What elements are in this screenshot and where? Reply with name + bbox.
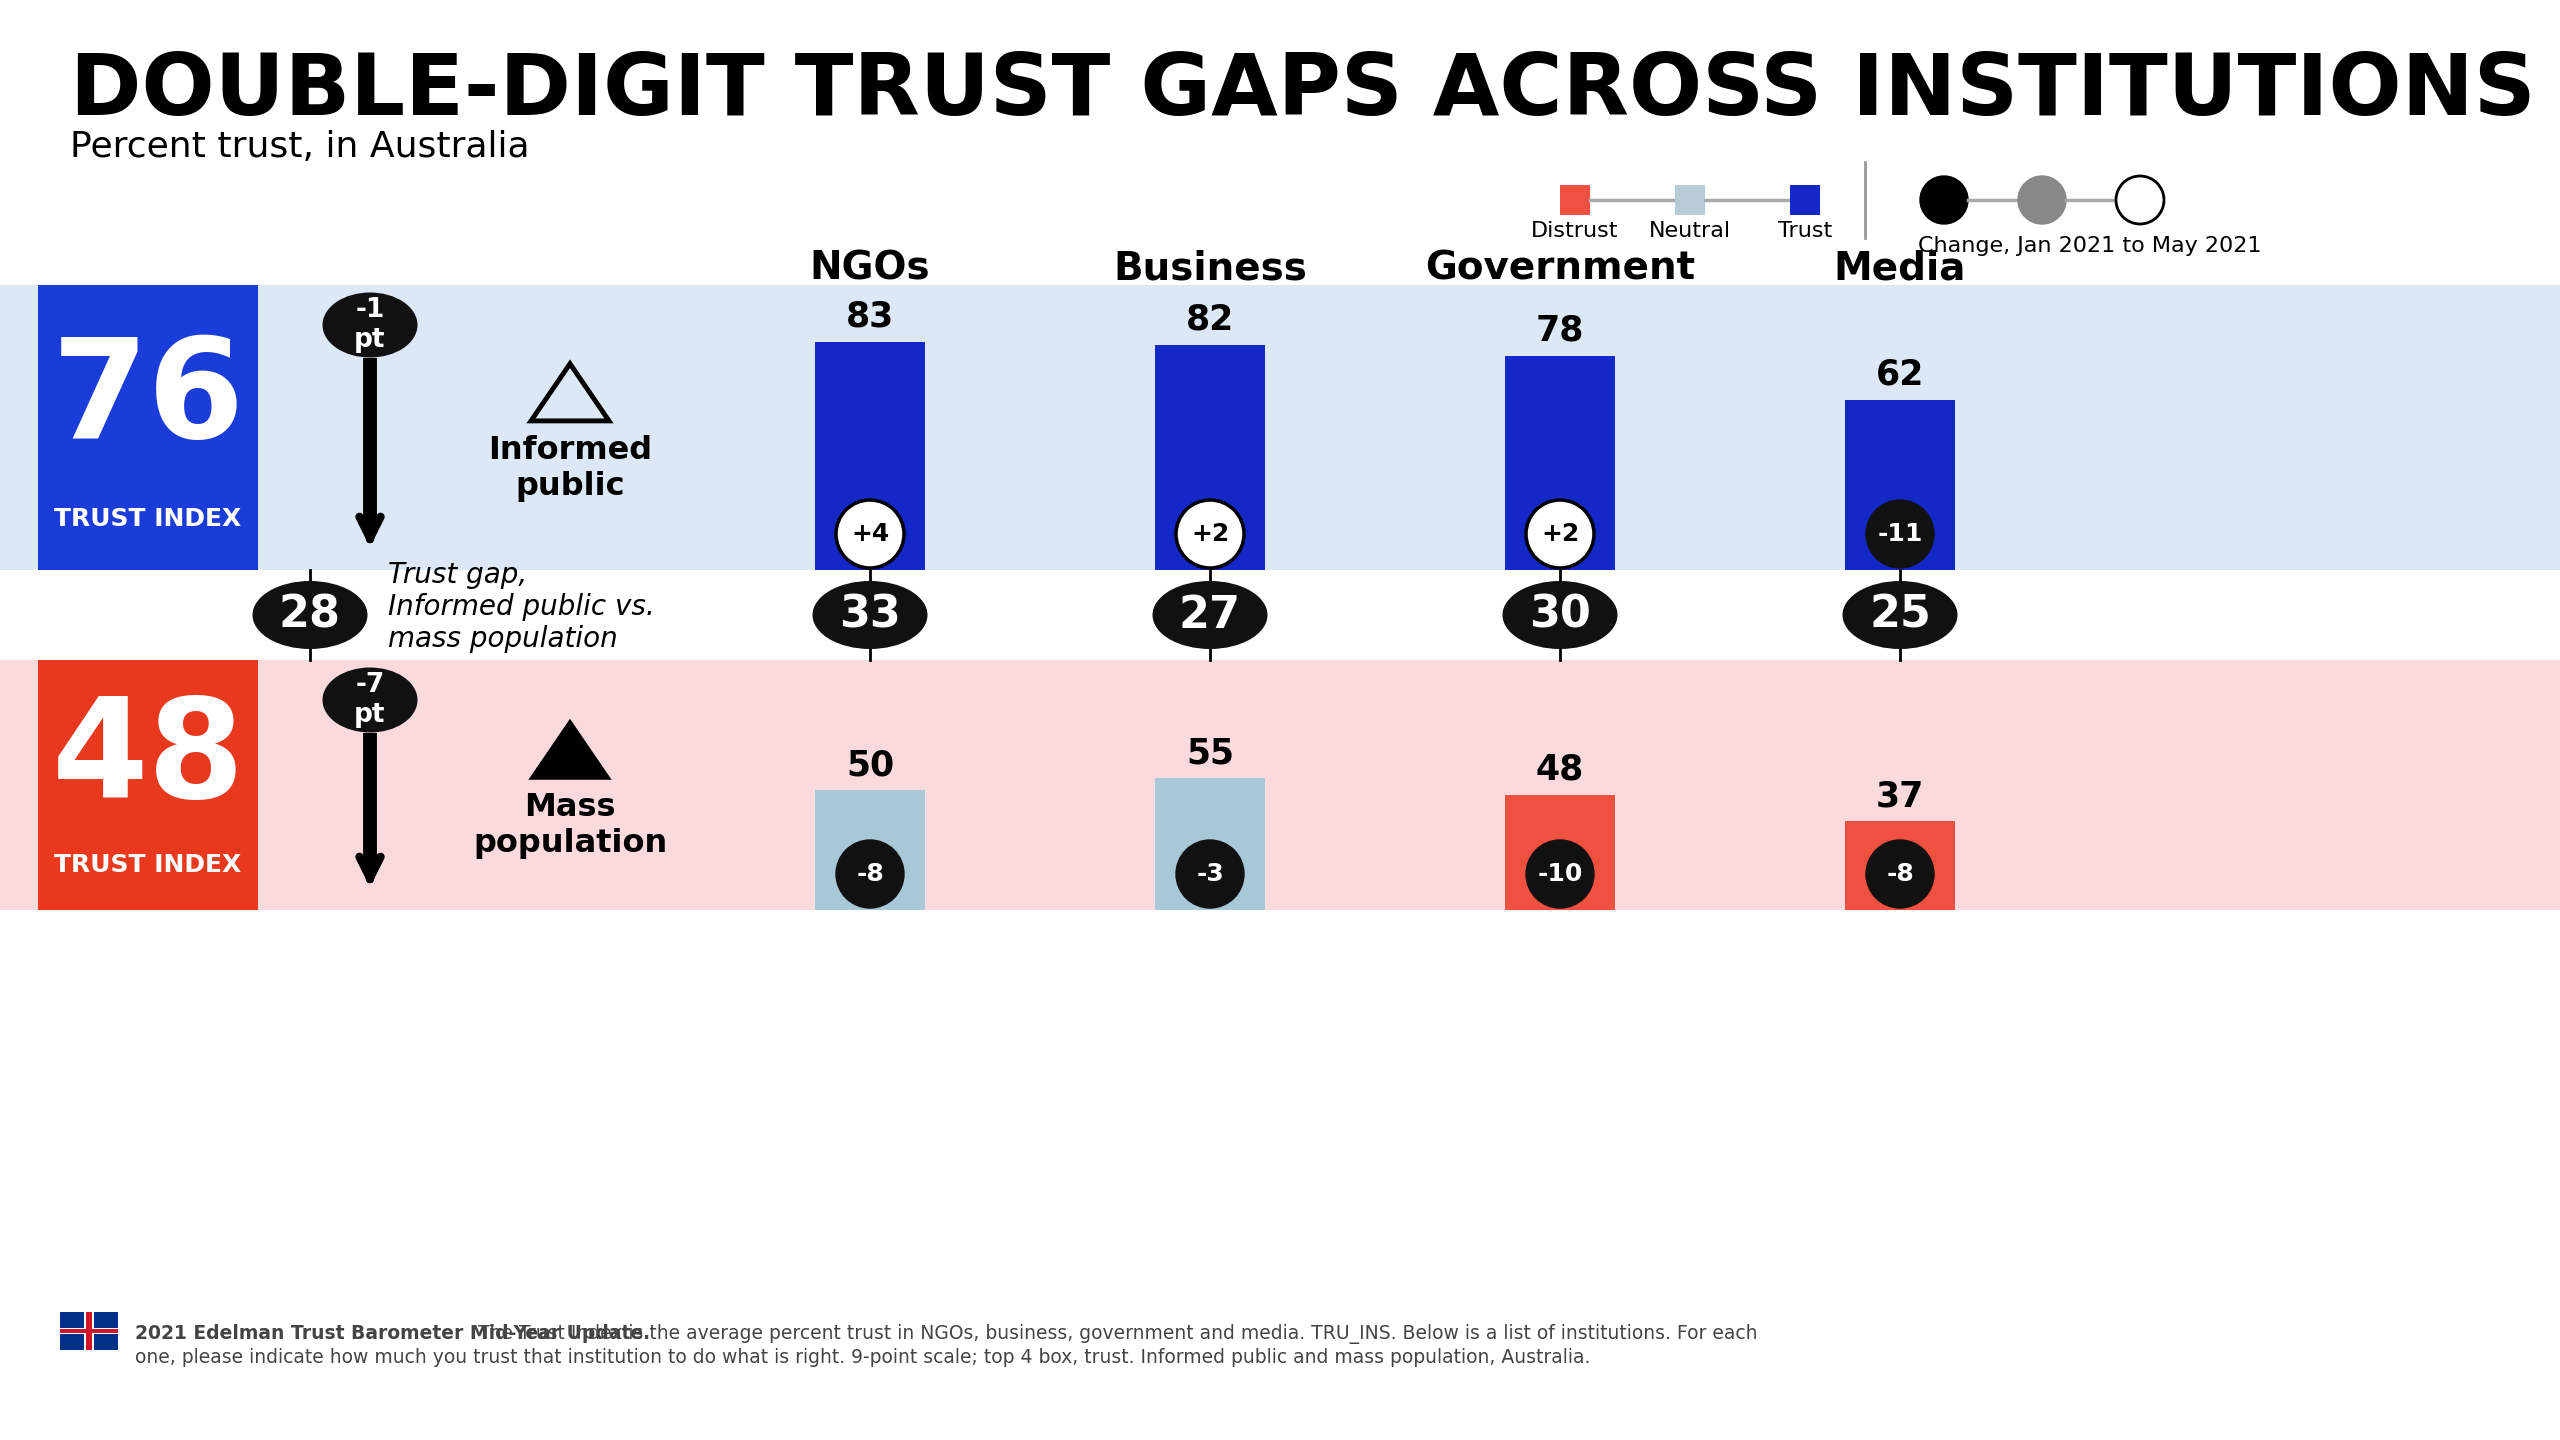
Text: 2021 Edelman Trust Barometer Mid-Year Update.: 2021 Edelman Trust Barometer Mid-Year Up… xyxy=(136,1323,650,1344)
Bar xyxy=(1559,184,1590,215)
Text: +2: +2 xyxy=(1190,521,1229,546)
Text: Distrust: Distrust xyxy=(1531,220,1618,240)
Text: The Trust Index is the average percent trust in NGOs, business, government and m: The Trust Index is the average percent t… xyxy=(474,1323,1759,1344)
Text: NGOs: NGOs xyxy=(809,251,929,288)
Circle shape xyxy=(1866,840,1933,909)
Text: Media: Media xyxy=(1833,251,1966,288)
Text: Trust gap,
Informed public vs.
mass population: Trust gap, Informed public vs. mass popu… xyxy=(389,560,655,654)
Text: Government: Government xyxy=(1426,251,1695,288)
Circle shape xyxy=(1526,500,1595,567)
Text: -3: -3 xyxy=(1196,863,1224,886)
Bar xyxy=(1505,356,1615,570)
Text: +: + xyxy=(2127,186,2153,215)
Text: 50: 50 xyxy=(845,747,893,782)
Ellipse shape xyxy=(1843,580,1958,649)
Text: 83: 83 xyxy=(845,300,893,334)
Bar xyxy=(1674,184,1705,215)
Circle shape xyxy=(2117,176,2163,225)
Circle shape xyxy=(837,840,904,909)
Text: Business: Business xyxy=(1114,251,1308,288)
Bar xyxy=(87,1312,92,1351)
Bar xyxy=(59,1329,118,1333)
Ellipse shape xyxy=(1503,580,1618,649)
Ellipse shape xyxy=(812,580,927,649)
Text: −: − xyxy=(1930,186,1956,215)
Text: 25: 25 xyxy=(1869,593,1930,636)
Bar xyxy=(1505,795,1615,910)
Ellipse shape xyxy=(1152,580,1267,649)
Text: +2: +2 xyxy=(1541,521,1580,546)
Text: 82: 82 xyxy=(1185,302,1234,337)
Text: one, please indicate how much you trust that institution to do what is right. 9-: one, please indicate how much you trust … xyxy=(136,1348,1590,1367)
Bar xyxy=(59,1312,118,1351)
Polygon shape xyxy=(530,721,609,779)
Ellipse shape xyxy=(323,668,417,733)
Bar xyxy=(1155,344,1265,570)
Text: DOUBLE-DIGIT TRUST GAPS ACROSS INSTITUTIONS: DOUBLE-DIGIT TRUST GAPS ACROSS INSTITUTI… xyxy=(69,50,2534,132)
Bar xyxy=(1155,778,1265,910)
Ellipse shape xyxy=(323,292,417,357)
Text: -10: -10 xyxy=(1539,863,1582,886)
Text: -8: -8 xyxy=(855,863,883,886)
Text: 37: 37 xyxy=(1876,779,1925,814)
Bar xyxy=(1846,821,1956,910)
Text: TRUST INDEX: TRUST INDEX xyxy=(54,852,241,877)
Text: 55: 55 xyxy=(1185,736,1234,770)
Bar xyxy=(84,1312,95,1351)
Text: -7
pt: -7 pt xyxy=(353,672,387,729)
Text: 28: 28 xyxy=(279,593,340,636)
Circle shape xyxy=(1920,176,1969,225)
Bar xyxy=(38,285,259,570)
Bar xyxy=(814,341,924,570)
Text: Informed
public: Informed public xyxy=(489,435,653,501)
Text: 48: 48 xyxy=(1536,753,1585,786)
Text: 0: 0 xyxy=(2033,189,2051,212)
Text: TRUST INDEX: TRUST INDEX xyxy=(54,507,241,531)
Circle shape xyxy=(2017,176,2066,225)
Circle shape xyxy=(1175,500,1244,567)
Text: Neutral: Neutral xyxy=(1649,220,1731,240)
Text: 30: 30 xyxy=(1528,593,1590,636)
Text: -8: -8 xyxy=(1887,863,1915,886)
Circle shape xyxy=(837,500,904,567)
Text: 48: 48 xyxy=(51,693,246,828)
Text: +4: +4 xyxy=(850,521,888,546)
Bar xyxy=(1789,184,1820,215)
Circle shape xyxy=(1175,840,1244,909)
Bar xyxy=(0,570,2560,660)
Bar xyxy=(0,285,2560,570)
Text: 62: 62 xyxy=(1876,357,1925,392)
Text: 33: 33 xyxy=(840,593,901,636)
Ellipse shape xyxy=(253,580,369,649)
Text: Percent trust, in Australia: Percent trust, in Australia xyxy=(69,130,530,164)
Text: Trust: Trust xyxy=(1777,220,1833,240)
Circle shape xyxy=(1526,840,1595,909)
Bar xyxy=(1846,399,1956,570)
Text: Change, Jan 2021 to May 2021: Change, Jan 2021 to May 2021 xyxy=(1917,236,2260,256)
Text: 76: 76 xyxy=(51,331,246,467)
Bar xyxy=(38,660,259,910)
Text: 78: 78 xyxy=(1536,314,1585,347)
Bar xyxy=(0,660,2560,910)
Text: -1
pt: -1 pt xyxy=(353,297,387,353)
Bar xyxy=(59,1328,118,1333)
Bar xyxy=(814,791,924,910)
Circle shape xyxy=(1866,500,1933,567)
Text: 27: 27 xyxy=(1180,593,1242,636)
Text: Mass
population: Mass population xyxy=(474,792,668,860)
Text: -11: -11 xyxy=(1876,521,1923,546)
